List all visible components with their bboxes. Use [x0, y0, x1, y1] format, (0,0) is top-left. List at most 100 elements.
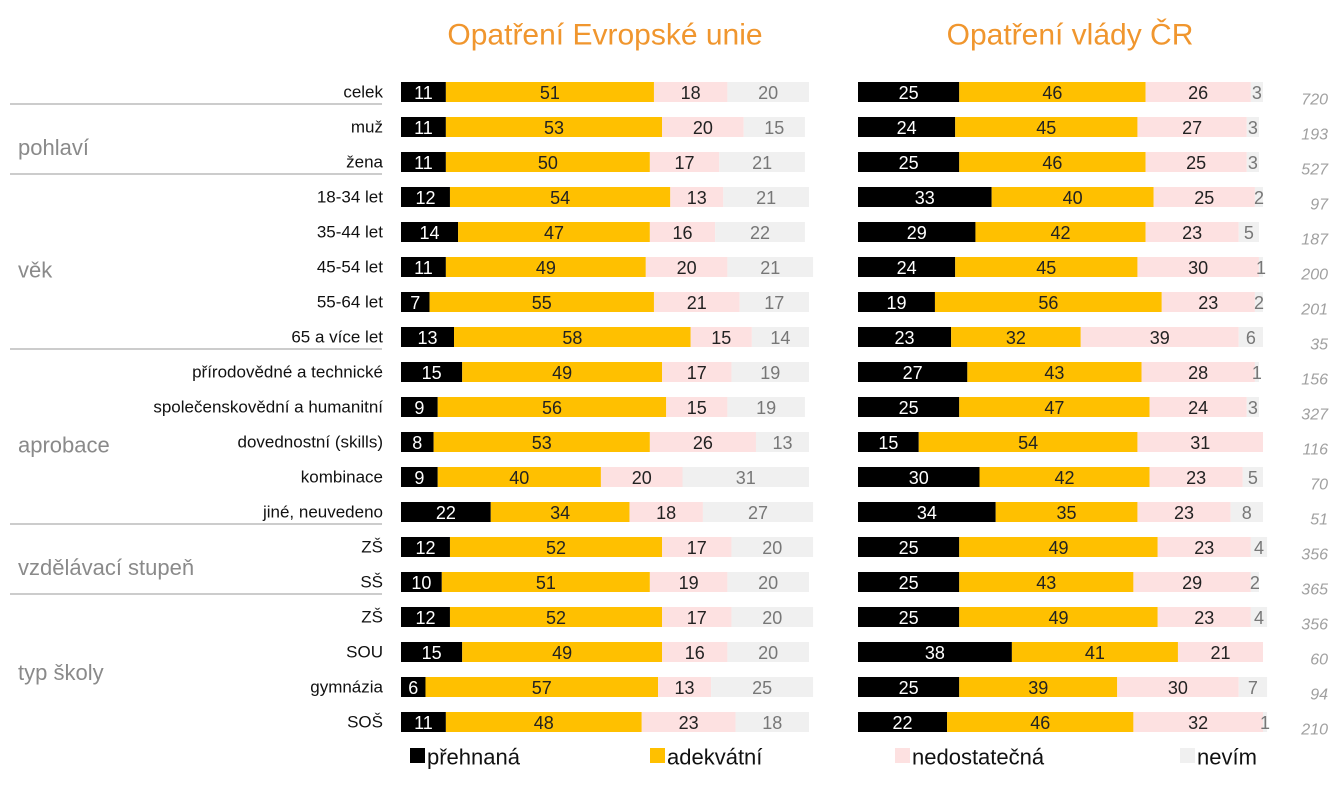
- bar-segment: [934, 292, 1162, 312]
- data-label: 20: [758, 83, 778, 103]
- sample-size: 201: [1300, 302, 1328, 319]
- data-label: 29: [907, 223, 927, 243]
- data-label: 23: [1182, 223, 1202, 243]
- sample-size: 187: [1301, 232, 1329, 249]
- bar-segment: [653, 292, 740, 312]
- data-label: 54: [550, 188, 570, 208]
- sample-size: 116: [1302, 442, 1328, 459]
- bar-segment: [1242, 467, 1263, 487]
- bar-segment: [1137, 117, 1247, 137]
- data-label: 25: [1194, 188, 1214, 208]
- bar-segment: [401, 572, 442, 592]
- category-label: 55-64 let: [317, 293, 383, 312]
- data-label: 12: [415, 538, 435, 558]
- bar-segment: [739, 292, 809, 312]
- data-label: 27: [903, 363, 923, 383]
- bar-segment: [462, 642, 663, 662]
- data-label: 49: [552, 363, 572, 383]
- data-label: 40: [509, 468, 529, 488]
- bar-segment: [401, 712, 446, 732]
- data-label: 58: [562, 328, 582, 348]
- bar-segment: [401, 152, 446, 172]
- category-label: SŠ: [360, 573, 383, 592]
- sample-size: 210: [1300, 722, 1328, 739]
- data-label: 15: [687, 398, 707, 418]
- data-label: 13: [675, 678, 695, 698]
- bar-segment: [600, 467, 683, 487]
- data-label: 3: [1248, 153, 1258, 173]
- bar-segment: [1080, 327, 1239, 347]
- bar-segment: [1149, 467, 1243, 487]
- bar-segment: [959, 397, 1150, 417]
- bar-segment: [401, 222, 459, 242]
- data-label: 20: [677, 258, 697, 278]
- bar-segment: [959, 152, 1146, 172]
- bar-segment: [723, 187, 809, 207]
- bar-segment: [858, 572, 960, 592]
- bar-segment: [1246, 117, 1259, 137]
- data-label: 49: [1048, 538, 1068, 558]
- bar-segment: [1145, 82, 1251, 102]
- data-label: 46: [1042, 83, 1062, 103]
- data-label: 21: [1210, 643, 1230, 663]
- data-label: 24: [1188, 398, 1208, 418]
- category-label: gymnázia: [310, 678, 383, 697]
- sample-size: 327: [1301, 407, 1329, 424]
- bar-segment: [727, 82, 809, 102]
- bar-segment: [1246, 397, 1259, 417]
- data-label: 9: [414, 398, 424, 418]
- data-label: 47: [544, 223, 564, 243]
- bar-segment: [1117, 677, 1239, 697]
- category-label: dovednostní (skills): [237, 433, 383, 452]
- bar-segment: [445, 82, 654, 102]
- group-label: vzdělávací stupeň: [18, 555, 194, 580]
- data-label: 14: [770, 328, 790, 348]
- bar-segment: [649, 152, 720, 172]
- data-label: 12: [415, 608, 435, 628]
- bar-segment: [959, 82, 1146, 102]
- category-label: žena: [346, 153, 383, 172]
- bar-segment: [959, 677, 1118, 697]
- bar-segment: [702, 502, 814, 522]
- bar-segment: [979, 467, 1150, 487]
- bar-segment: [1133, 712, 1263, 732]
- bar-segment: [441, 572, 650, 592]
- data-label: 20: [693, 118, 713, 138]
- bar-segment: [975, 222, 1146, 242]
- bar-segment: [751, 327, 809, 347]
- bar-segment: [715, 222, 805, 242]
- bar-segment: [645, 257, 728, 277]
- data-label: 23: [679, 713, 699, 733]
- bar-segment: [1238, 222, 1259, 242]
- data-label: 46: [1030, 713, 1050, 733]
- data-label: 22: [893, 713, 913, 733]
- bar-segment: [1230, 502, 1263, 522]
- bar-segment: [995, 502, 1138, 522]
- bar-segment: [719, 152, 805, 172]
- data-label: 20: [762, 538, 782, 558]
- bar-segment: [1254, 187, 1263, 207]
- data-label: 51: [536, 573, 556, 593]
- data-label: 8: [1242, 503, 1252, 523]
- bar-segment: [641, 712, 736, 732]
- bar-segment: [858, 607, 960, 627]
- data-label: 39: [1028, 678, 1048, 698]
- data-label: 2: [1250, 573, 1260, 593]
- bar-segment: [951, 327, 1081, 347]
- data-label: 31: [736, 468, 756, 488]
- data-label: 17: [687, 363, 707, 383]
- sample-size: 365: [1301, 582, 1328, 599]
- data-label: 42: [1055, 468, 1075, 488]
- data-label: 7: [410, 293, 420, 313]
- data-label: 3: [1252, 83, 1262, 103]
- bar-segment: [858, 502, 996, 522]
- legend-swatch: [1180, 748, 1195, 763]
- data-label: 31: [1190, 433, 1210, 453]
- data-label: 20: [758, 643, 778, 663]
- category-label: ZŠ: [361, 538, 383, 557]
- legend-label: přehnaná: [427, 745, 521, 770]
- data-label: 9: [414, 468, 424, 488]
- data-label: 49: [536, 258, 556, 278]
- bar-segment: [401, 677, 426, 697]
- data-label: 25: [899, 538, 919, 558]
